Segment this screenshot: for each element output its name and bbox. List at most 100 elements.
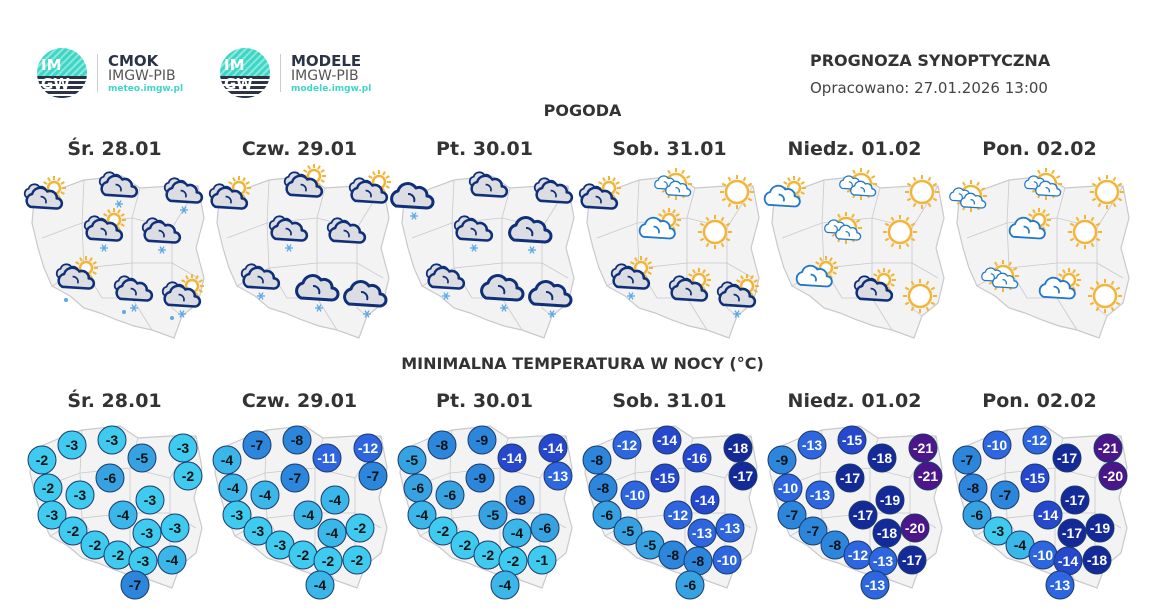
logo-site-link[interactable]: meteo.imgw.pl — [108, 83, 184, 94]
temperature-marker: -19 — [875, 485, 905, 515]
temperature-marker: -3 — [37, 500, 67, 530]
temperature-marker: -4 — [320, 485, 350, 515]
region-border — [266, 218, 318, 269]
temperature-marker: -4 — [490, 570, 520, 600]
raindrop-icon — [170, 316, 174, 320]
temperature-marker: -21 — [913, 461, 943, 491]
temperature-value: -14 — [1038, 507, 1058, 523]
temperature-value: -17 — [853, 507, 873, 523]
weather-icon-dark-cloud-sun-snow — [610, 256, 653, 300]
snowflake-icon — [363, 310, 371, 318]
temperature-marker: -12 — [663, 500, 693, 530]
temperature-marker: -6 — [95, 463, 125, 493]
snowflake-icon — [100, 244, 108, 252]
temperature-circle — [527, 545, 557, 575]
temperature-circle — [612, 430, 642, 460]
temperature-marker: -9 — [467, 425, 497, 455]
temperature-value: -3 — [66, 437, 79, 453]
temperature-circle — [798, 516, 828, 546]
logo-name: MODELE — [291, 51, 362, 70]
temperature-marker: -18 — [1082, 545, 1112, 575]
temp-day-label: Śr. 28.01 — [67, 390, 162, 412]
divider — [280, 54, 281, 92]
temperature-marker: -19 — [1085, 513, 1115, 543]
temperature-value: -7 — [999, 487, 1012, 503]
cloud-icon — [992, 272, 1019, 289]
overcast-cloud-icon — [343, 280, 388, 308]
snowflake-icon — [180, 206, 188, 214]
temperature-marker: -13 — [687, 518, 717, 548]
temperature-circle — [663, 500, 693, 530]
temperature-value: -13 — [810, 487, 830, 503]
weather-day-label: Pon. 02.02 — [982, 138, 1097, 160]
weather-icon-sun — [903, 279, 937, 313]
temperature-value: -17 — [902, 552, 922, 568]
temperature-value: -3 — [177, 440, 190, 456]
snowflake-icon — [115, 200, 123, 208]
temperature-circle — [1085, 513, 1115, 543]
weather-icon-dark-cloud-snow-rain — [113, 275, 154, 314]
temperature-circle — [57, 430, 87, 460]
cloud-icon — [580, 186, 619, 210]
temperature-circle — [1022, 425, 1052, 455]
temperature-value: -6 — [971, 507, 984, 523]
temperature-value: -16 — [687, 450, 707, 466]
snowflake-icon — [410, 212, 418, 220]
temperature-circle — [435, 480, 465, 510]
issued-timestamp: Opracowano: 27.01.2026 13:00 — [810, 79, 1048, 97]
logo-site-link[interactable]: modele.imgw.pl — [291, 83, 372, 94]
page-title: PROGNOZA SYNOPTYCZNA — [810, 51, 1051, 70]
temperature-marker: -1 — [527, 545, 557, 575]
temperature-marker: -12 — [612, 430, 642, 460]
temperature-marker: -2 — [103, 540, 133, 570]
temperature-value: -3 — [274, 537, 287, 553]
weather-day-label: Śr. 28.01 — [67, 138, 162, 160]
temperature-marker: -4 — [293, 500, 323, 530]
temperature-marker: -2 — [313, 546, 343, 576]
temperature-circle — [108, 500, 138, 530]
temperature-value: -2 — [354, 520, 367, 536]
temperature-circle — [592, 500, 622, 530]
weather-section-title: POGODA — [543, 101, 622, 120]
snowflake-icon — [178, 310, 186, 318]
temperature-circle — [543, 461, 573, 491]
temp-day-label: Pt. 30.01 — [436, 390, 533, 412]
temperature-marker: -16 — [682, 443, 712, 473]
temperature-circle — [212, 445, 242, 475]
temperature-value: -13 — [802, 437, 822, 453]
logo-org: IMGW-PIB — [291, 67, 359, 84]
temperature-marker: -3 — [168, 433, 198, 463]
weather-icon-small-clouds-sun — [839, 168, 877, 200]
temperature-marker: -15 — [837, 425, 867, 455]
temperature-value: -18 — [877, 525, 897, 541]
temperature-marker: -14 — [1053, 546, 1083, 576]
snowflake-icon — [627, 292, 635, 300]
logo-modele[interactable]: IM GW MODELE IMGW-PIB modele.imgw.pl — [220, 48, 371, 98]
temperature-marker: -17 — [835, 463, 865, 493]
cloud-icon — [795, 264, 833, 288]
temperature-marker: -8 — [683, 546, 713, 576]
temperature-marker: -8 — [958, 473, 988, 503]
snowflake-icon — [158, 246, 166, 254]
temperature-marker: -9 — [767, 445, 797, 475]
region-border — [171, 263, 183, 317]
logo-name: CMOK — [108, 51, 159, 70]
temp-day-label: Czw. 29.01 — [241, 390, 358, 412]
temperature-value: -17 — [1062, 525, 1082, 541]
logo-cmok[interactable]: IM GW CMOK IMGW-PIB meteo.imgw.pl — [37, 48, 183, 98]
region-border — [911, 262, 939, 279]
temperature-circle — [168, 433, 198, 463]
weather-icon-small-clouds-sun — [654, 168, 692, 200]
temperature-marker: -6 — [435, 480, 465, 510]
temperature-value: -2 — [297, 547, 310, 563]
temperature-circle — [867, 443, 897, 473]
weather-icon-dark-cloud-snow — [268, 215, 309, 252]
temperature-marker: -7 — [990, 480, 1020, 510]
temperature-circle — [312, 443, 342, 473]
temperature-marker: -7 — [280, 463, 310, 493]
temperature-value: -1 — [536, 552, 549, 568]
temperature-circle — [58, 516, 88, 546]
region-border — [356, 262, 384, 279]
temperature-circle — [358, 461, 388, 491]
temperature-value: -5 — [406, 452, 419, 468]
